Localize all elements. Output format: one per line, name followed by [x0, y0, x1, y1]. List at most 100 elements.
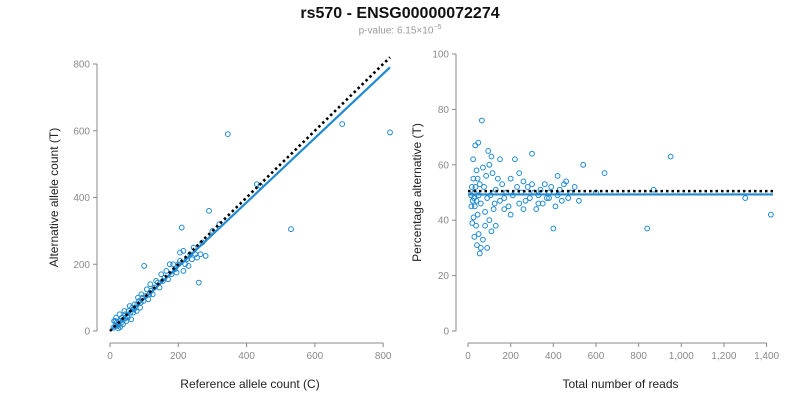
data-point [160, 278, 166, 284]
data-point [533, 206, 540, 213]
data-point [141, 263, 148, 269]
data-point [170, 261, 177, 268]
data-point [470, 214, 477, 221]
data-point [650, 186, 657, 193]
data-point [195, 279, 202, 286]
chart-title: rs570 - ENSG00000072274 [300, 5, 500, 22]
data-point [112, 318, 119, 324]
data-point [206, 207, 212, 214]
data-point [535, 200, 542, 207]
data-point [480, 164, 486, 171]
y-tick-label: 400 [73, 193, 90, 204]
x-tick-label: 1,400 [754, 351, 779, 362]
y-tick-label: 800 [73, 60, 90, 71]
x-tick-label: 400 [545, 351, 562, 362]
data-point [473, 222, 480, 229]
data-point [469, 197, 476, 204]
data-point [470, 156, 477, 163]
data-point [147, 281, 154, 288]
data-point [476, 250, 483, 257]
data-point [477, 200, 484, 207]
data-point [476, 181, 483, 188]
data-point [507, 211, 514, 218]
data-point [667, 153, 674, 160]
data-point [339, 121, 346, 127]
data-point [526, 195, 533, 201]
data-point [116, 311, 123, 318]
data-point [126, 303, 133, 309]
data-point [480, 236, 486, 243]
data-point [145, 296, 152, 303]
data-point [580, 161, 587, 168]
p-value-subtitle: p-value: 6.15×10−5 [0, 24, 800, 36]
x-tick-label: 200 [502, 351, 519, 362]
data-point [182, 261, 189, 268]
data-point [522, 197, 529, 204]
data-point [483, 172, 490, 179]
data-point [507, 175, 514, 182]
data-point [539, 200, 546, 207]
x-tick-label: 0 [107, 351, 113, 362]
data-point [520, 178, 527, 185]
data-point [644, 225, 651, 232]
data-point [113, 314, 120, 321]
y-tick-label: 100 [432, 50, 449, 61]
data-point [473, 167, 480, 174]
x-tick-label: 1,000 [669, 351, 694, 362]
data-point [468, 184, 475, 190]
data-point [472, 142, 479, 149]
data-point [516, 170, 523, 177]
x-tick-label: 1,200 [711, 351, 736, 362]
x-tick-label: 600 [588, 351, 605, 362]
y-tick-label: 80 [438, 105, 450, 116]
data-point [556, 186, 563, 193]
p-value-exponent: −5 [433, 24, 442, 31]
data-point [490, 206, 497, 213]
data-point [497, 197, 503, 204]
data-point [494, 175, 501, 182]
data-point [529, 181, 535, 188]
data-point [524, 184, 531, 190]
data-point [128, 316, 135, 323]
y-tick-label: 200 [73, 260, 90, 271]
data-point [576, 197, 582, 204]
data-point [529, 150, 535, 157]
data-point [185, 263, 192, 269]
data-point [469, 220, 476, 226]
data-point [194, 254, 200, 261]
panel-2: 0 200 400 600 800 1,000 1,200 1,400 0 20 40 60 80 100… [410, 50, 780, 392]
data-point [505, 203, 512, 210]
data-point [477, 245, 484, 251]
y-tick-label: 0 [443, 327, 449, 338]
y-tick-label: 40 [438, 216, 450, 227]
data-point [491, 200, 498, 207]
data-point [514, 184, 520, 190]
data-point [197, 251, 204, 258]
data-point [475, 231, 482, 237]
data-point [492, 222, 499, 229]
data-point [163, 268, 170, 274]
data-point [488, 228, 495, 235]
data-point [202, 253, 209, 259]
data-point [471, 203, 478, 210]
x-axis-title: Total number of reads [562, 377, 678, 391]
data-point [497, 156, 503, 163]
data-point [742, 195, 749, 201]
data-point [484, 245, 491, 251]
y-tick-label: 60 [438, 160, 450, 171]
data-point [552, 203, 559, 210]
x-tick-label: 600 [307, 351, 324, 362]
data-point [153, 278, 159, 284]
x-axis-title: Reference allele count (C) [180, 377, 319, 391]
data-point [484, 195, 491, 201]
data-point [554, 172, 561, 179]
data-point [224, 131, 231, 137]
data-point [135, 294, 141, 301]
data-point [468, 203, 475, 210]
fit-line [109, 66, 391, 332]
data-point [180, 248, 187, 254]
data-point [520, 206, 527, 213]
data-point [472, 184, 479, 190]
data-point [478, 117, 485, 124]
